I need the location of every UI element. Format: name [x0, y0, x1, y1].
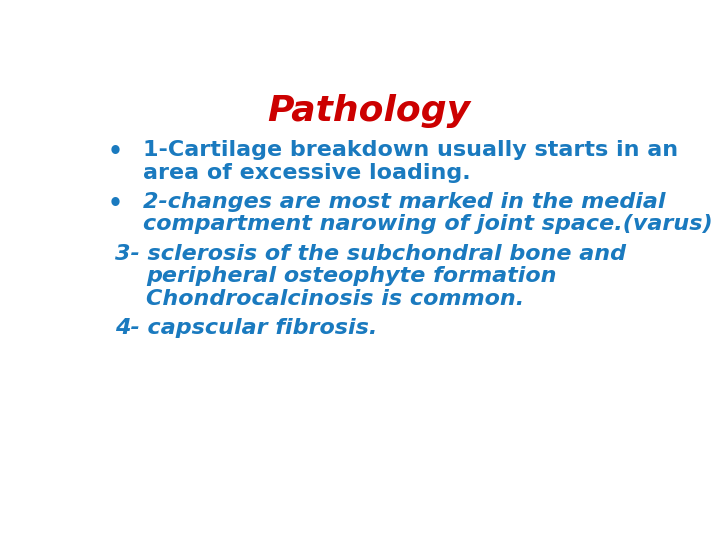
Text: Chondrocalcinosis is common.: Chondrocalcinosis is common. [145, 289, 524, 309]
Text: 4- capscular fibrosis.: 4- capscular fibrosis. [115, 319, 377, 339]
Text: •: • [107, 140, 122, 164]
Text: compartment narowing of joint space.(varus): compartment narowing of joint space.(var… [143, 214, 713, 234]
Text: Pathology: Pathology [267, 94, 471, 128]
Text: 2-changes are most marked in the medial: 2-changes are most marked in the medial [143, 192, 665, 212]
Text: area of excessive loading.: area of excessive loading. [143, 163, 471, 183]
Text: peripheral osteophyte formation: peripheral osteophyte formation [145, 266, 557, 286]
Text: 3- sclerosis of the subchondral bone and: 3- sclerosis of the subchondral bone and [115, 244, 626, 264]
Text: 1-Cartilage breakdown usually starts in an: 1-Cartilage breakdown usually starts in … [143, 140, 678, 160]
Text: •: • [107, 192, 122, 215]
